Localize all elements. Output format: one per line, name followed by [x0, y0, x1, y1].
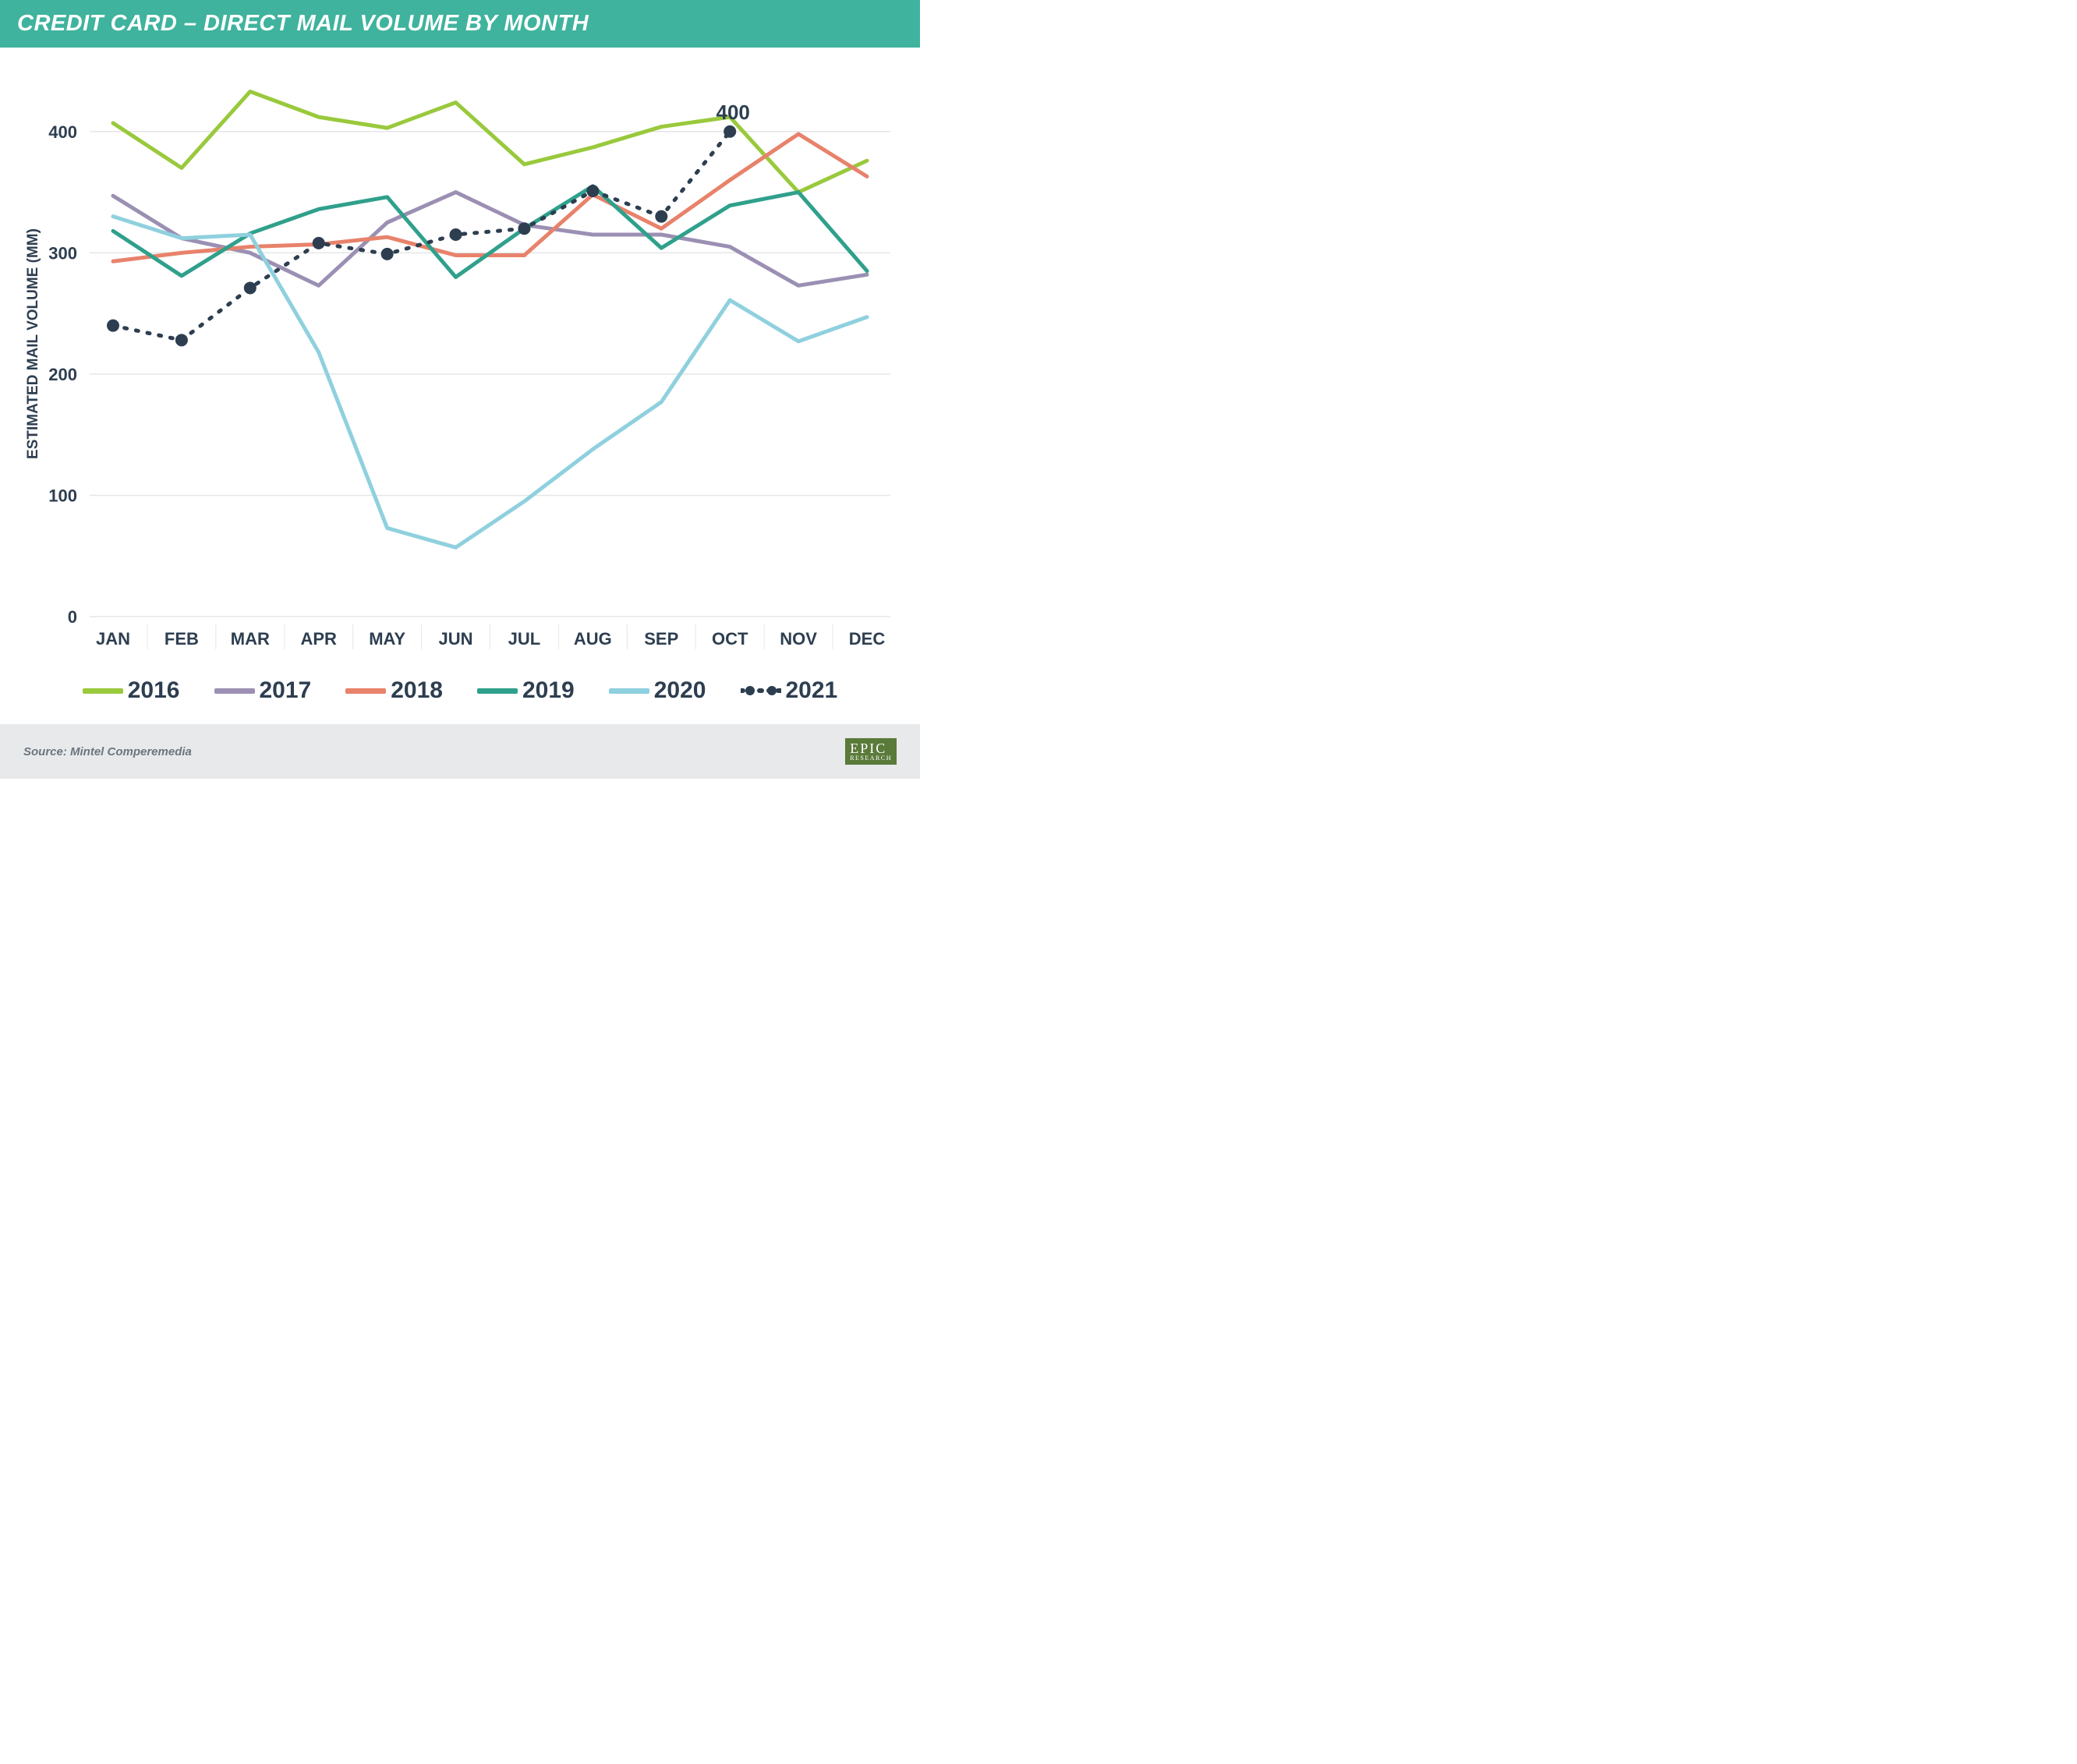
svg-text:DEC: DEC — [849, 629, 886, 649]
line-chart-svg: 0 100 200 300 400 ESTIMATED MAIL VOLUME (MM) J… — [16, 48, 904, 663]
legend-item: 2019 — [477, 677, 575, 704]
chart-wrap: 0 100 200 300 400 ESTIMATED MAIL VOLUME (MM) J… — [0, 48, 920, 724]
chart-area: 0 100 200 300 400 ESTIMATED MAIL VOLUME (MM) J… — [16, 48, 904, 663]
legend-label: 2016 — [128, 677, 180, 704]
svg-text:FEB: FEB — [165, 629, 199, 649]
svg-text:JAN: JAN — [96, 629, 130, 649]
legend-swatch — [477, 688, 518, 694]
logo-line-1: EPIC — [850, 741, 892, 755]
legend-swatch — [345, 688, 386, 694]
chart-container: CREDIT CARD – DIRECT MAIL VOLUME BY MONT… — [0, 0, 920, 779]
svg-text:JUL: JUL — [508, 629, 541, 649]
legend-label: 2020 — [654, 677, 706, 704]
svg-text:200: 200 — [48, 365, 77, 384]
svg-text:SEP: SEP — [644, 629, 678, 649]
logo-line-2: RESEARCH — [850, 755, 892, 762]
legend-label: 2021 — [786, 677, 838, 704]
svg-text:ESTIMATED MAIL VOLUME (MM): ESTIMATED MAIL VOLUME (MM) — [25, 228, 41, 459]
chart-title: CREDIT CARD – DIRECT MAIL VOLUME BY MONT… — [17, 11, 589, 36]
svg-text:NOV: NOV — [780, 629, 817, 649]
svg-text:400: 400 — [716, 101, 749, 124]
legend-item: 2018 — [345, 677, 443, 704]
legend-swatch — [609, 688, 649, 694]
svg-text:400: 400 — [48, 122, 77, 142]
legend-label: 2018 — [391, 677, 443, 704]
legend-item: 2020 — [609, 677, 706, 704]
legend-item: 2017 — [214, 677, 312, 704]
svg-text:APR: APR — [301, 629, 338, 649]
source-label: Source: Mintel Comperemedia — [23, 745, 192, 758]
legend-swatch — [83, 688, 123, 694]
svg-text:300: 300 — [48, 243, 77, 263]
svg-text:AUG: AUG — [574, 629, 612, 649]
svg-text:JUN: JUN — [439, 629, 473, 649]
legend-label: 2017 — [260, 677, 312, 704]
legend-item: 2016 — [83, 677, 180, 704]
legend-swatch — [214, 688, 255, 694]
chart-title-bar: CREDIT CARD – DIRECT MAIL VOLUME BY MONT… — [0, 0, 920, 48]
svg-text:0: 0 — [68, 607, 77, 627]
svg-text:MAY: MAY — [369, 629, 405, 649]
legend-swatch-dotted — [741, 685, 781, 696]
svg-text:100: 100 — [48, 486, 77, 505]
svg-text:OCT: OCT — [712, 629, 748, 649]
legend-label: 2019 — [522, 677, 575, 704]
legend-item: 2021 — [741, 677, 838, 704]
svg-text:MAR: MAR — [231, 629, 270, 649]
epic-research-logo: EPIC RESEARCH — [845, 738, 897, 765]
footer-bar: Source: Mintel Comperemedia EPIC RESEARC… — [0, 724, 920, 779]
legend: 2016 2017 2018 2019 2020 2021 — [16, 663, 904, 724]
